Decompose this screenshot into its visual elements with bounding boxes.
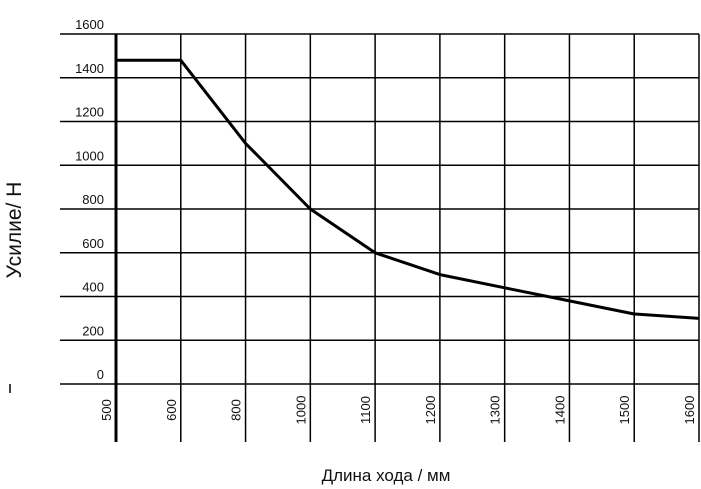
x-tick-label: 1600 [682,396,697,425]
x-tick-label: 1400 [552,396,567,425]
y-tick-label: 0 [97,367,104,382]
data-points [115,59,700,319]
data-point [568,300,570,302]
y-tick-label: 800 [82,192,104,207]
grid [9,33,700,442]
y-tick-label: 1400 [75,61,104,76]
x-axis-ticks: 500 600 800 1000 1100 1200 1300 1400 1500 1600 [99,396,697,425]
x-tick-label: 1200 [423,396,438,425]
y-tick-label: 400 [82,280,104,295]
data-point [309,208,311,210]
y-tick-label: 1000 [75,148,104,163]
data-point [374,252,376,254]
x-tick-label: 800 [229,399,244,421]
x-tick-label: 1300 [488,396,503,425]
y-tick-label: 200 [82,323,104,338]
data-point [245,142,247,144]
x-tick-label: 600 [164,399,179,421]
x-tick-label: 1100 [358,396,373,424]
data-point [439,274,441,276]
y-tick-label: 600 [82,236,104,251]
y-axis-ticks: 0 200 400 600 800 1000 1200 1400 1600 [75,17,104,382]
data-point [115,59,117,61]
x-tick-label: 1000 [293,396,308,425]
data-point [698,317,700,319]
data-point [504,287,506,289]
data-point [633,313,635,315]
x-tick-label: 500 [99,399,114,421]
data-point [180,59,182,61]
x-tick-label: 1500 [617,396,632,425]
x-axis-label: Длина хода / мм [322,466,451,485]
y-axis-label: Усилие/ Н [3,182,26,279]
y-tick-label: 1600 [75,17,104,32]
y-tick-label: 1200 [75,105,104,120]
force-curve-line [116,58,700,320]
